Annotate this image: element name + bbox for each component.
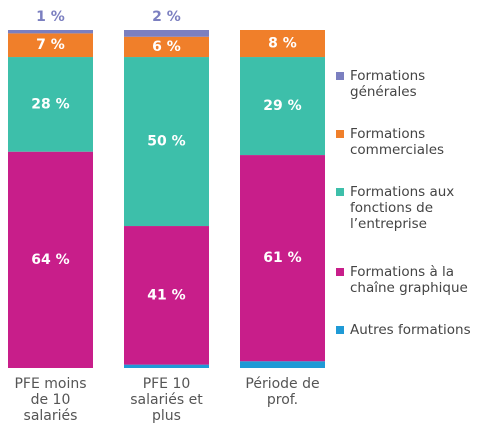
legend-swatch [336,72,344,80]
legend-swatch [336,188,344,196]
data-label: 61 % [263,250,301,266]
bar-segment [124,36,209,58]
legend-item: Formations à la chaîne graphique [336,264,480,296]
bar-segment [124,226,209,365]
x-tick-label: PFE moins de 10 salariés [14,376,87,424]
bar-segment [124,30,209,37]
data-label: 2 % [152,9,181,25]
legend-item: Formations commerciales [336,126,480,158]
bar-segment [8,151,93,368]
legend-item: Formations générales [336,68,480,100]
bar-segment [8,57,93,152]
legend-swatch [336,268,344,276]
x-tick-label: PFE 10 salariés et plus [130,376,203,424]
data-label: 8 % [268,36,297,52]
data-label: 28 % [31,96,69,112]
legend-swatch [336,326,344,334]
data-label: 64 % [31,252,69,268]
data-label: 7 % [36,37,65,53]
legend-label: Formations commerciales [350,126,445,158]
bar-segment [240,30,325,58]
bar-segment [240,155,325,362]
legend-label: Formations générales [350,68,426,100]
legend-item: Formations aux fonctions de l’entreprise [336,184,480,232]
data-label: 1 % [36,9,65,25]
data-label: 50 % [147,134,185,150]
bar-segment [240,57,325,156]
x-tick-label: Période de prof. [245,376,320,408]
legend-swatch [336,130,344,138]
bar-segment [8,30,93,34]
bar-segment [124,364,209,368]
bar-segment [8,33,93,58]
data-label: 41 % [147,287,185,303]
data-label: 6 % [152,39,181,55]
bar-segment [240,361,325,368]
legend-item: Autres formations [336,322,480,338]
legend-label: Autres formations [350,322,471,338]
legend-label: Formations aux fonctions de l’entreprise [350,184,455,232]
legend-label: Formations à la chaîne graphique [350,264,468,296]
bar-segment [124,57,209,227]
data-label: 29 % [263,98,301,114]
